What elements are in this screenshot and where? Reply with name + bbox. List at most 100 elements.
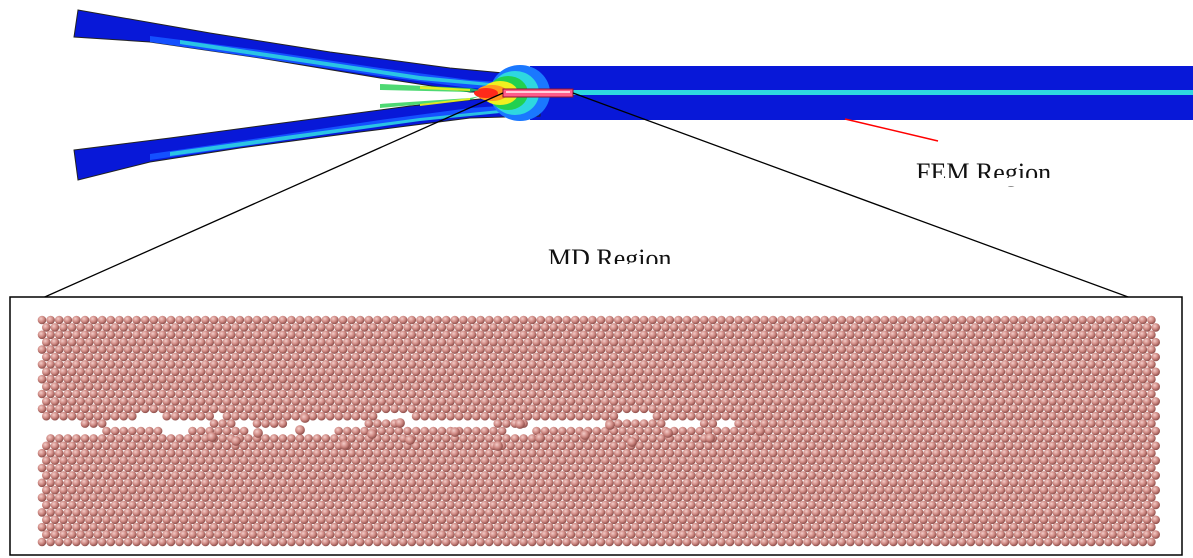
atom (893, 426, 902, 436)
atom (282, 485, 292, 495)
atom (755, 485, 765, 495)
atom (493, 315, 503, 325)
atom (140, 360, 150, 369)
atom (321, 493, 331, 502)
atom (940, 345, 950, 354)
atom (222, 382, 232, 391)
atom (424, 463, 434, 473)
atom (269, 463, 279, 473)
atom (218, 404, 227, 414)
atom (661, 323, 670, 332)
atom (820, 345, 829, 354)
atom (1018, 389, 1027, 399)
atom (949, 330, 958, 340)
atom (441, 389, 451, 399)
atom (128, 382, 137, 391)
atom (725, 522, 735, 532)
atom (699, 493, 709, 502)
atom (1138, 522, 1148, 532)
atom (553, 404, 563, 414)
atom (622, 419, 632, 428)
atom (1052, 345, 1062, 354)
atom (1005, 411, 1014, 421)
atom (291, 441, 301, 451)
atom (618, 323, 627, 332)
atom (59, 367, 68, 377)
atom (1095, 434, 1105, 443)
atom (411, 352, 421, 362)
atom (751, 360, 761, 369)
atom (214, 367, 223, 377)
atom (575, 367, 584, 377)
atom (532, 426, 541, 436)
atom (1086, 374, 1096, 384)
atom (760, 404, 769, 414)
atom (876, 500, 885, 510)
atom (755, 337, 765, 347)
atom (515, 352, 524, 362)
atom (867, 456, 877, 465)
atom (54, 463, 64, 473)
atom (1147, 478, 1156, 488)
atom (252, 345, 262, 354)
atom (257, 456, 266, 465)
atom (910, 441, 920, 451)
atom (575, 352, 584, 362)
atom (966, 315, 976, 325)
atom (953, 471, 963, 480)
atom (248, 323, 257, 332)
atom (85, 337, 94, 347)
atom (171, 471, 180, 480)
atom (497, 367, 507, 377)
atom (321, 522, 331, 532)
atom (1078, 374, 1087, 384)
atom (360, 471, 369, 480)
atom (962, 352, 971, 362)
atom (140, 434, 150, 443)
atom (63, 434, 73, 443)
atom (575, 411, 584, 421)
atom (80, 389, 90, 399)
atom (1000, 508, 1010, 517)
atom (424, 537, 434, 547)
atom (467, 508, 477, 517)
atom (919, 382, 928, 391)
atom (411, 530, 421, 539)
atom (179, 382, 189, 391)
atom (304, 434, 313, 443)
atom (893, 337, 902, 347)
atom (179, 352, 189, 362)
atom (794, 522, 804, 532)
atom (785, 463, 795, 473)
atom (889, 493, 898, 502)
atom (661, 530, 670, 539)
atom (562, 315, 571, 325)
atom (828, 434, 838, 443)
atom (725, 434, 735, 443)
atom (1065, 441, 1074, 451)
atom (656, 463, 666, 473)
atom (889, 448, 898, 458)
atom (785, 374, 795, 384)
atom (747, 382, 756, 391)
atom (278, 404, 288, 414)
atom (1000, 360, 1010, 369)
atom (570, 389, 580, 399)
atom (704, 500, 713, 510)
atom (618, 500, 627, 510)
atom (441, 448, 451, 458)
atom (764, 382, 773, 391)
atom (880, 315, 890, 325)
atom (132, 448, 141, 458)
atom (459, 374, 468, 384)
atom (609, 323, 619, 332)
atom (579, 537, 589, 547)
atom (983, 434, 993, 443)
atom (867, 411, 877, 421)
atom (605, 434, 614, 443)
atom (570, 478, 580, 488)
atom (846, 463, 855, 473)
atom (837, 508, 847, 517)
atom (871, 522, 881, 532)
atom (59, 500, 68, 510)
